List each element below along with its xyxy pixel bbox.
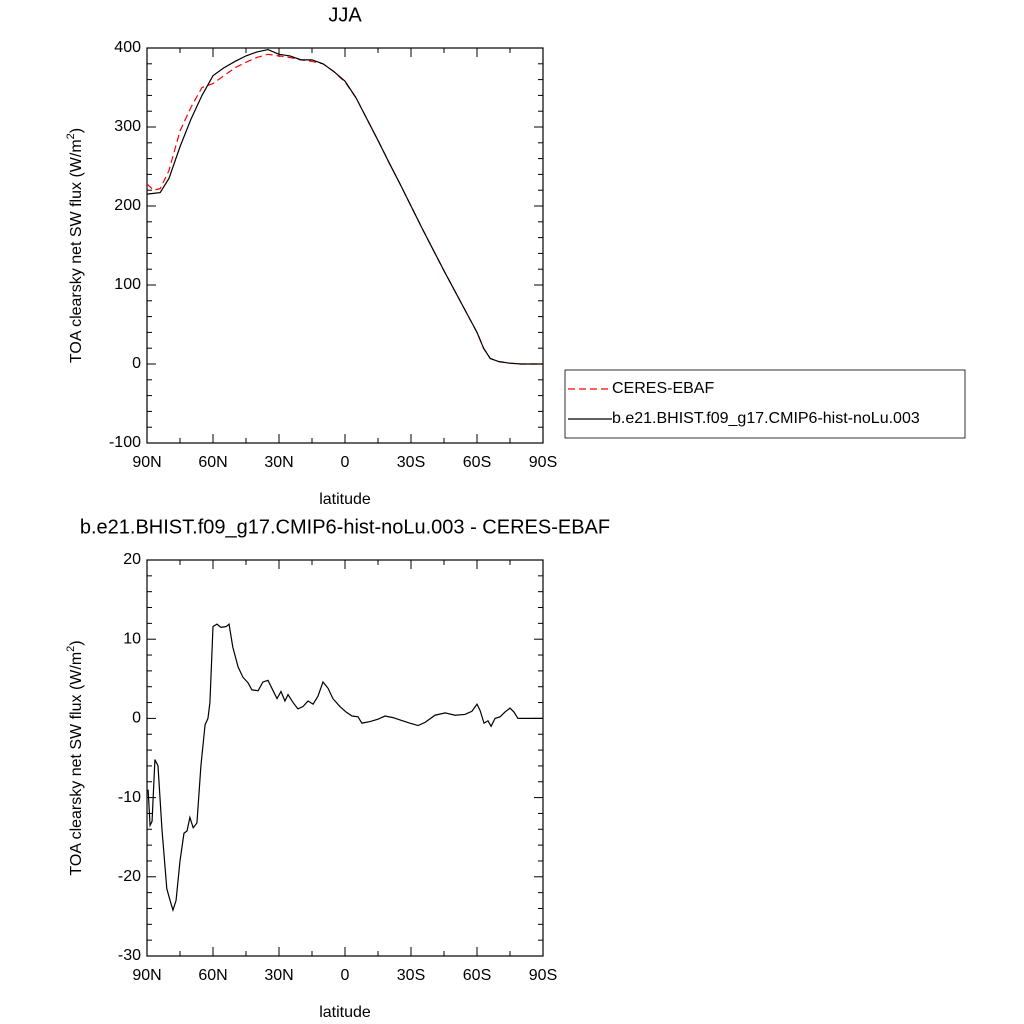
x-tick-label: 30N: [264, 454, 293, 471]
y-tick-label: -30: [118, 947, 141, 964]
y-tick-label: -10: [118, 789, 141, 806]
y-tick-label: 0: [132, 355, 141, 372]
plot-frame: [146, 559, 544, 957]
y-tick-label: 100: [114, 276, 141, 293]
x-tick-label: 90N: [132, 967, 161, 984]
y-axis-label: TOA clearsky net SW flux (W/m2): [65, 128, 85, 363]
y-tick-label: -20: [118, 868, 141, 885]
y-axis-label-part: 2: [65, 646, 77, 652]
y-tick-label: 0: [132, 710, 141, 727]
legend-label: b.e21.BHIST.f09_g17.CMIP6-hist-noLu.003: [612, 410, 920, 427]
chart-title: JJA: [328, 4, 362, 26]
y-axis-label: TOA clearsky net SW flux (W/m2): [65, 640, 85, 875]
legend-label: CERES-EBAF: [612, 380, 714, 397]
x-tick-label: 30N: [264, 967, 293, 984]
y-tick-label: 400: [114, 39, 141, 56]
x-tick-label: 30S: [397, 967, 425, 984]
series-line: [147, 623, 543, 913]
y-tick-label: 300: [114, 118, 141, 135]
x-tick-label: 60S: [463, 967, 491, 984]
y-tick-label: 10: [123, 630, 141, 647]
y-axis-label-part: 2: [65, 133, 77, 139]
x-axis-label: latitude: [319, 491, 371, 508]
x-tick-label: 60N: [198, 967, 227, 984]
legend-box: [564, 369, 966, 439]
x-tick-label: 60N: [198, 454, 227, 471]
y-axis-label-part: ): [68, 640, 85, 645]
x-tick-label: 90N: [132, 454, 161, 471]
x-tick-label: 90S: [529, 454, 557, 471]
y-axis-label-part: TOA clearsky net SW flux (W/m: [68, 139, 85, 363]
chart-title: b.e21.BHIST.f09_g17.CMIP6-hist-noLu.003 …: [80, 516, 610, 538]
y-tick-label: 20: [123, 551, 141, 568]
x-axis-label: latitude: [319, 1004, 371, 1021]
x-tick-label: 0: [341, 967, 350, 984]
plot-frame: [146, 47, 544, 444]
y-tick-label: 200: [114, 197, 141, 214]
series-line: [146, 48, 543, 365]
y-axis-label-part: ): [68, 128, 85, 133]
x-tick-label: 60S: [463, 454, 491, 471]
x-tick-label: 90S: [529, 967, 557, 984]
x-tick-label: 30S: [397, 454, 425, 471]
y-tick-label: -100: [109, 434, 141, 451]
series-line: [146, 53, 543, 365]
y-axis-label-part: TOA clearsky net SW flux (W/m: [68, 652, 85, 876]
x-tick-label: 0: [341, 454, 350, 471]
